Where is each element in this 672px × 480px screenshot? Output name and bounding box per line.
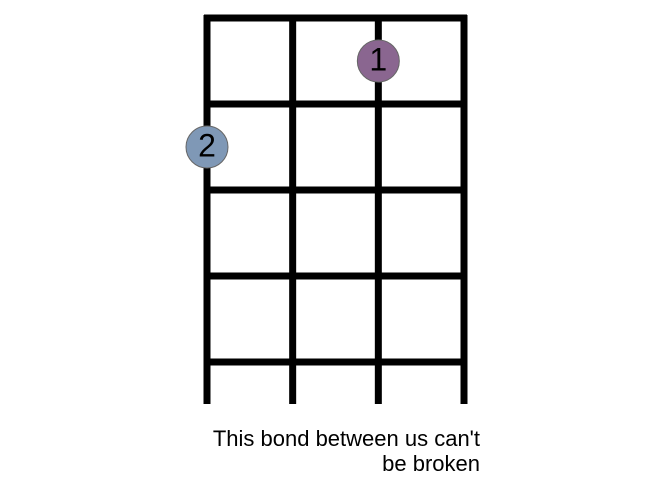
finger-markers: 12 [185,39,400,169]
finger-marker-label: 2 [198,127,216,163]
finger-marker-1: 1 [356,39,400,83]
chord-caption: This bond between us can't be broken [170,426,480,476]
finger-marker-circle [356,39,400,83]
finger-marker-2: 2 [185,125,229,169]
string-lines [203,15,468,404]
fret-lines [204,14,467,366]
caption-line-1: This bond between us can't [212,426,480,451]
finger-marker-label: 1 [369,41,387,77]
finger-marker-circle [185,125,229,169]
caption-line-2: be broken [382,451,480,476]
